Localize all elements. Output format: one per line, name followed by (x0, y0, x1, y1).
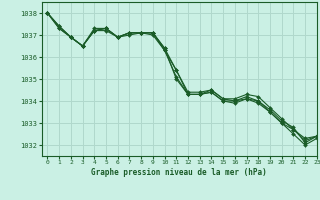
X-axis label: Graphe pression niveau de la mer (hPa): Graphe pression niveau de la mer (hPa) (91, 168, 267, 177)
